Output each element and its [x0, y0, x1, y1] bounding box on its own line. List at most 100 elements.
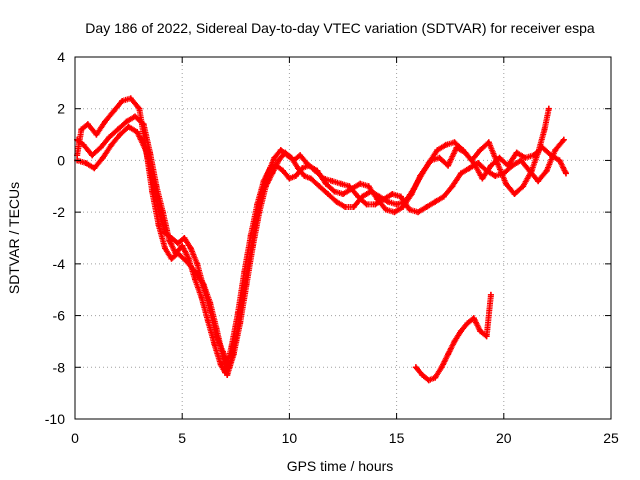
data-point [526, 167, 533, 174]
data-point [136, 105, 143, 112]
data-point [457, 328, 464, 335]
data-point [442, 141, 449, 148]
data-point [380, 196, 387, 203]
data-point [290, 157, 297, 164]
x-tick-label: 25 [603, 430, 619, 446]
data-point [502, 180, 509, 187]
data-point [500, 170, 507, 177]
data-point [84, 121, 91, 128]
plot-frame [74, 56, 612, 420]
data-point [432, 198, 439, 205]
data-point [460, 147, 467, 154]
series-track-4 [412, 291, 494, 384]
data-point [117, 131, 124, 138]
data-point [419, 372, 426, 379]
data-point [417, 172, 424, 179]
data-point [470, 315, 477, 322]
data-point [102, 118, 109, 125]
x-tick-label: 10 [282, 430, 298, 446]
data-point [477, 147, 484, 154]
data-point [108, 141, 115, 148]
data-point [91, 165, 98, 172]
data-point [397, 193, 404, 200]
data-point [320, 175, 327, 182]
data-point [466, 165, 473, 172]
data-point [292, 172, 299, 179]
x-tick-label: 20 [496, 430, 512, 446]
data-point [333, 198, 340, 205]
data-point [279, 167, 286, 174]
data-point [179, 242, 186, 249]
data-point [226, 364, 233, 371]
data-point [134, 128, 141, 135]
data-point [119, 97, 126, 104]
series-track-3 [74, 123, 567, 371]
data-point [200, 284, 207, 291]
data-point [110, 108, 117, 115]
data-point [168, 235, 175, 241]
data-point [232, 335, 239, 342]
y-tick-label: -4 [53, 256, 66, 272]
x-tick-label: 0 [71, 430, 79, 446]
data-points [74, 95, 569, 384]
data-point [477, 328, 484, 335]
data-point [93, 131, 100, 138]
data-point [451, 338, 458, 345]
data-point [140, 121, 147, 128]
data-point [286, 175, 293, 182]
data-point [97, 144, 104, 151]
data-point [125, 123, 132, 130]
data-point [284, 152, 291, 159]
y-axis-label: SDTVAR / TECUs [6, 182, 22, 294]
data-point [436, 154, 443, 161]
data-point [245, 258, 252, 265]
data-point [258, 191, 265, 198]
data-point [365, 183, 372, 190]
x-axis-label: GPS time / hours [287, 458, 394, 474]
data-point [494, 160, 501, 167]
axis-ticks: 0 5 10 15 20 25 -10 -8 -6 -4 -2 0 2 4 [45, 49, 619, 446]
data-point [423, 203, 430, 210]
y-tick-label: -2 [53, 204, 66, 220]
data-point [464, 320, 471, 327]
data-point [82, 160, 89, 167]
y-tick-label: 4 [57, 49, 65, 65]
data-point [425, 377, 432, 384]
data-point [147, 149, 154, 156]
data-point [372, 201, 379, 208]
y-tick-label: -8 [53, 359, 66, 375]
data-point [487, 162, 494, 169]
data-point [408, 191, 415, 198]
data-point [520, 183, 527, 190]
data-point [275, 157, 282, 164]
data-point [342, 203, 349, 210]
data-point [329, 178, 336, 185]
data-point [438, 364, 445, 371]
y-tick-label: -6 [53, 308, 66, 324]
data-point [132, 113, 139, 120]
data-point [449, 183, 456, 190]
data-point [451, 139, 458, 146]
data-point [316, 183, 323, 190]
data-point [312, 167, 319, 174]
data-point [517, 157, 524, 164]
data-point [391, 209, 398, 216]
data-point [562, 170, 569, 177]
data-point [457, 170, 464, 177]
grid-lines [75, 57, 611, 419]
data-point [385, 198, 392, 205]
data-point [301, 172, 308, 179]
data-point [340, 191, 346, 198]
data-point [355, 193, 362, 200]
data-point [475, 160, 482, 167]
data-point [168, 255, 175, 262]
data-point [389, 191, 396, 198]
data-point [479, 175, 486, 182]
data-point [307, 175, 314, 182]
data-point [239, 297, 246, 304]
data-point [541, 126, 548, 133]
data-point [264, 170, 271, 177]
data-point [535, 178, 542, 185]
data-point [252, 222, 259, 229]
data-point [485, 139, 492, 146]
